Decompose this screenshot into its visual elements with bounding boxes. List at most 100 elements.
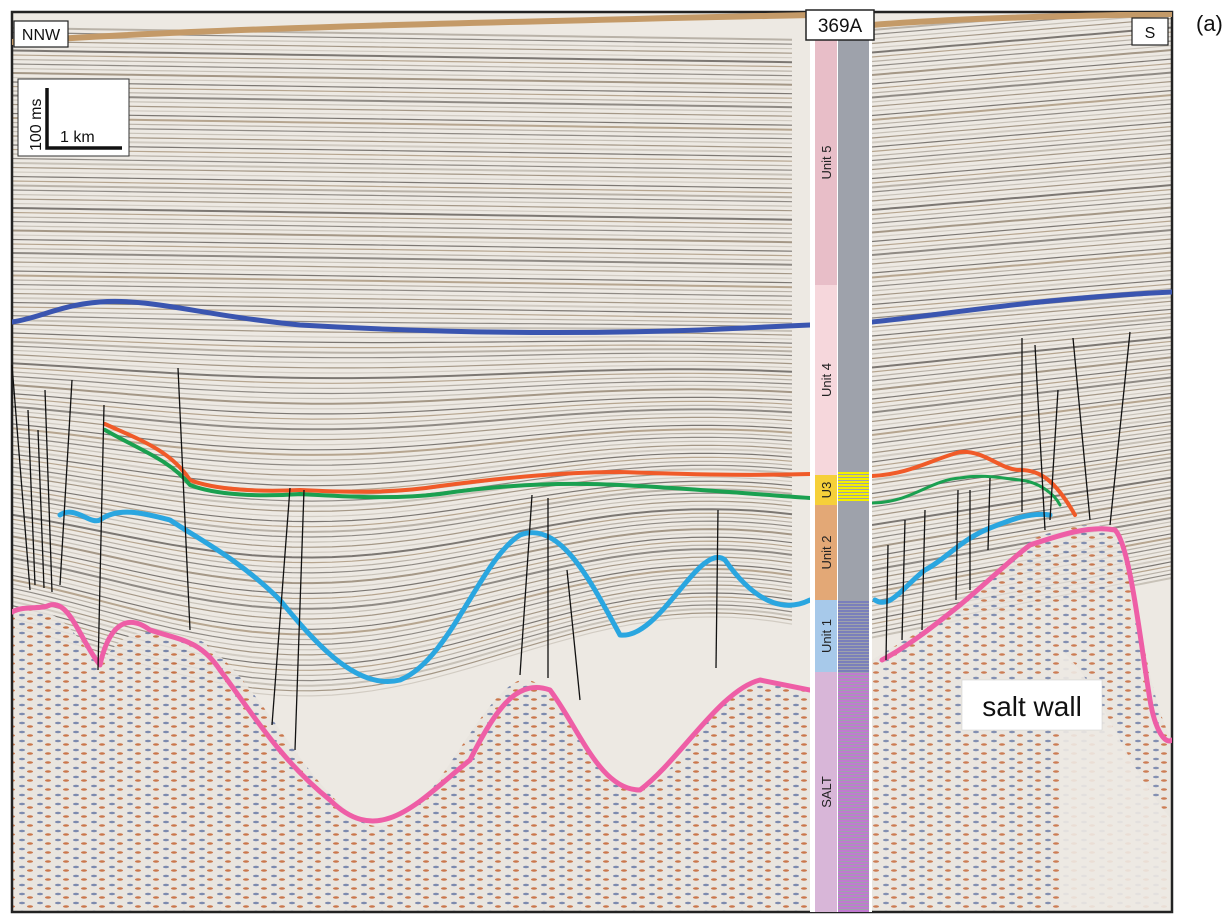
seismic-reflector (872, 320, 1172, 351)
seismic-reflector (12, 418, 793, 446)
horizon-top-u3 (103, 422, 810, 494)
seismic-reflector (872, 179, 1172, 207)
seismic-reflector (12, 171, 793, 185)
seismic-reflector (12, 144, 793, 158)
nnw-label-box: NNW (13, 20, 69, 48)
seismic-reflector (12, 247, 793, 261)
log-stripe (838, 625, 869, 627)
log-stripe (838, 628, 869, 630)
log-stripe (838, 910, 869, 912)
log-stripe (838, 793, 869, 795)
seismic-reflector (872, 274, 1172, 301)
log-stripe (838, 865, 869, 867)
seismic-reflector (12, 480, 793, 523)
seismic-reflector (872, 89, 1172, 117)
seismic-reflector (12, 67, 793, 81)
seismic-reflector (12, 444, 793, 477)
s-label-box: S (1131, 17, 1169, 46)
log-stripe (838, 697, 869, 699)
seismic-reflector (12, 468, 793, 508)
seismic-reflector (872, 67, 1172, 94)
seismic-reflector (12, 153, 793, 167)
log-stripe (838, 700, 869, 702)
seismic-reflector (872, 521, 1172, 576)
seismic-reflector (12, 256, 793, 270)
seismic-reflector (12, 532, 793, 589)
seismic-reflector (872, 98, 1172, 126)
seismic-reflector (12, 380, 793, 400)
log-stripe (838, 841, 869, 843)
log-stripe (838, 496, 869, 498)
log-stripe (838, 766, 869, 768)
log-stripe (838, 889, 869, 891)
log-stripe (838, 472, 869, 474)
log-stripe (838, 760, 869, 762)
log-stripe (838, 790, 869, 792)
seismic-reflector (12, 135, 793, 149)
seismic-reflector (872, 489, 1172, 540)
seismic-reflector (12, 283, 793, 297)
seismic-reflector (12, 193, 793, 207)
orientation-left-label: NNW (22, 27, 61, 44)
seismic-reflector (872, 85, 1172, 112)
seismic-reflector (12, 328, 793, 340)
log-stripe (838, 853, 869, 855)
log-stripe (838, 493, 869, 495)
seismic-reflector (872, 35, 1172, 63)
log-stripe (838, 727, 869, 729)
log-stripe (838, 610, 869, 612)
seismic-reflector (12, 405, 793, 431)
seismic-reflector (872, 13, 1172, 40)
seismic-reflector (12, 476, 793, 518)
seismic-reflector (12, 375, 793, 395)
seismic-reflector (872, 211, 1172, 238)
seismic-reflector (12, 63, 793, 77)
horizon-top-salt (12, 602, 810, 824)
log-stripe (838, 775, 869, 777)
seismic-reflector (872, 220, 1172, 247)
log-stripe (838, 730, 869, 732)
log-stripe (838, 757, 869, 759)
log-stripe (838, 712, 869, 714)
seismic-reflector (12, 117, 793, 131)
unit-label: U3 (819, 482, 834, 499)
log-stripe (838, 877, 869, 879)
seismic-reflector (12, 560, 793, 625)
log-stripe (838, 487, 869, 489)
seismic-reflector (12, 274, 793, 289)
log-stripe (838, 670, 869, 672)
seismic-reflector (12, 121, 793, 135)
seismic-reflector (872, 202, 1172, 229)
horizon-top-unit4-right (872, 289, 1172, 325)
seismic-reflector (12, 252, 793, 266)
unit-block (815, 475, 837, 505)
log-stripe (838, 751, 869, 753)
seismic-reflector (872, 116, 1172, 144)
seismic-reflector (872, 224, 1172, 252)
log-stripe (838, 724, 869, 726)
log-stripe (838, 748, 869, 750)
log-stripe (838, 667, 869, 669)
seismic-reflector (12, 234, 793, 248)
log-stripe (838, 835, 869, 837)
seismic-reflector (872, 229, 1172, 256)
seismic-reflector (872, 278, 1172, 306)
seismic-reflector (12, 436, 793, 466)
log-stripe (838, 673, 869, 675)
seismic-reflector (872, 17, 1172, 45)
seismic-reflector (12, 332, 793, 344)
seismic-reflector (872, 148, 1172, 175)
horizons-right (872, 12, 1172, 744)
seismic-reflector (12, 576, 793, 646)
log-stripe (838, 862, 869, 864)
seismic-reflector (12, 397, 793, 420)
seismic-reflector (12, 108, 793, 122)
seismic-reflector (12, 336, 793, 349)
unit-block (815, 600, 837, 672)
log-stripe (838, 664, 869, 666)
seismic-reflector (872, 152, 1172, 180)
horizon-top-unit4 (12, 298, 810, 335)
seismic-reflector (12, 448, 793, 482)
seismic-reflector (12, 564, 793, 630)
seismic-reflector (12, 371, 793, 390)
